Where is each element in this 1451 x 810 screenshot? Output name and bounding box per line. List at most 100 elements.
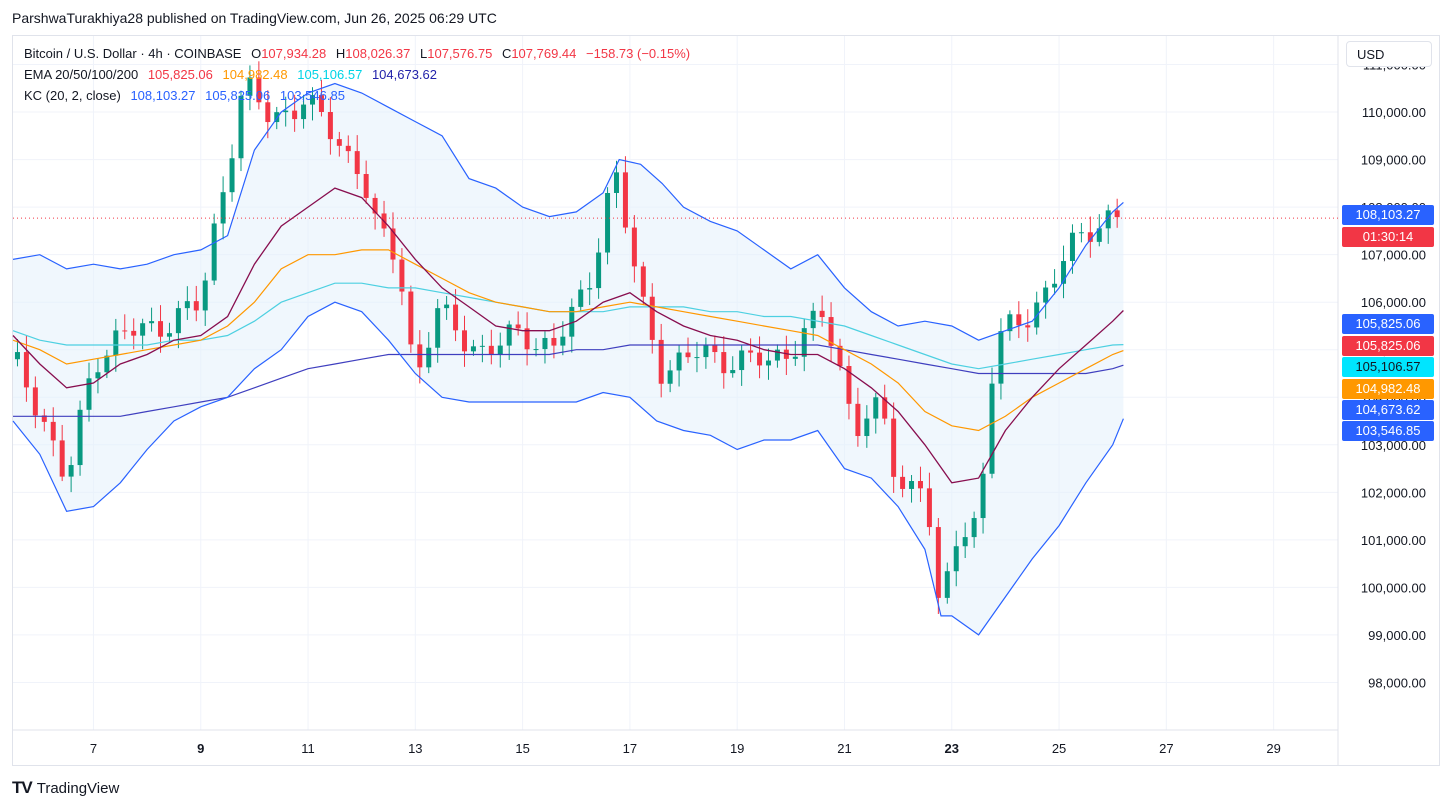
ohlc-low: L107,576.75 [420,46,493,61]
kc-lower-value: 103,546.85 [279,88,345,103]
candle-body [837,345,843,367]
candle-body [774,349,780,361]
candle-body [1052,283,1058,288]
candle-body [14,352,20,360]
candle-body [730,370,736,374]
price-tag: 105,825.06 [1342,336,1434,356]
candle-body [1043,287,1049,303]
candle-body [399,259,405,292]
candle-body [95,372,101,379]
candle-body [256,77,262,103]
time-tick-label: 29 [1266,741,1280,756]
candle-body [551,337,557,346]
candle-body [631,227,637,267]
ema20-value: 105,825.06 [147,67,213,82]
candle-body [569,306,575,337]
candle-body [926,488,932,528]
candle-body [131,330,137,336]
price-tick-label: 109,000.00 [1361,153,1426,168]
candle-body [462,330,468,352]
time-tick-label: 15 [515,741,529,756]
publisher-caption: ParshwaTurakhiya28 published on TradingV… [12,10,497,26]
candle-body [193,301,199,311]
candle-body [873,397,879,419]
candle-body [748,350,754,353]
price-tag: 108,103.27 [1342,205,1434,225]
tradingview-wordmark: TradingView [36,779,120,797]
candle-body [301,104,307,120]
candle-body [694,357,700,359]
candle-body [50,421,56,441]
candle-body [685,352,691,358]
price-tag: 105,106.57 [1342,357,1434,377]
candle-body [41,415,47,422]
candle-body [765,360,771,366]
kc-legend[interactable]: KC (20, 2, close) 108,103.27 105,825.06 … [24,88,351,103]
candle-body [560,336,566,346]
candle-body [104,355,110,373]
footer-brand[interactable]: TV TradingView [12,778,119,798]
candle-body [605,193,611,253]
time-tick-label: 7 [90,741,97,756]
candle-body [980,473,986,519]
candle-body [453,304,459,331]
symbol-legend[interactable]: Bitcoin / U.S. Dollar · 4h · COINBASE O1… [24,46,696,61]
candle-body [855,403,861,437]
ema-legend[interactable]: EMA 20/50/100/200 105,825.06 104,982.48 … [24,67,443,82]
ohlc-open: O107,934.28 [251,46,327,61]
candle-body [435,308,441,348]
candle-body [640,266,646,297]
candle-body [479,345,485,347]
candle-body [506,324,512,346]
time-tick-label: 9 [197,741,204,756]
candle-body [917,481,923,489]
candle-body [935,527,941,598]
candle-body [1061,261,1067,284]
candle-body [59,440,65,477]
candle-body [721,352,727,374]
price-tick-label: 106,000.00 [1361,295,1426,310]
time-tick-label: 17 [623,741,637,756]
time-tick-label: 21 [837,741,851,756]
candle-body [390,228,396,260]
candle-body [354,151,360,175]
time-tick-label: 13 [408,741,422,756]
ema50-value: 104,982.48 [222,67,288,82]
candle-body [336,139,342,146]
price-tick-label: 110,000.00 [1362,105,1426,120]
price-tag: 104,673.62 [1342,400,1434,420]
candle-body [166,333,172,337]
price-tick-label: 101,000.00 [1361,533,1426,548]
candle-body [658,339,664,384]
candle-body [184,301,190,309]
candle-body [622,172,628,228]
keltner-channel-fill [13,83,1124,635]
candle-body [1114,210,1120,218]
candle-body [828,317,834,346]
candle-body [1025,325,1031,328]
price-tick-label: 99,000.00 [1368,628,1426,643]
ema-label: EMA 20/50/100/200 [24,67,139,82]
kc-upper-value: 108,103.27 [130,88,196,103]
candle-body [533,349,539,351]
candle-body [274,112,280,123]
candle-body [488,345,494,355]
candle-body [1069,232,1075,262]
candle-body [86,378,92,410]
keltner-lower-line [12,301,1124,636]
candle-body [497,345,503,355]
candle-body [68,465,74,477]
candle-body [649,296,655,340]
time-tick-label: 23 [945,741,959,756]
candle-body [989,383,995,474]
candle-body [1007,314,1013,332]
candle-body [77,409,83,466]
ema50-line [12,249,1124,432]
currency-button[interactable]: USD [1346,41,1432,67]
time-tick-label: 11 [301,741,315,756]
candle-body [426,347,432,368]
candle-body [792,356,798,359]
candle-body [113,330,119,356]
candle-body [238,95,244,159]
